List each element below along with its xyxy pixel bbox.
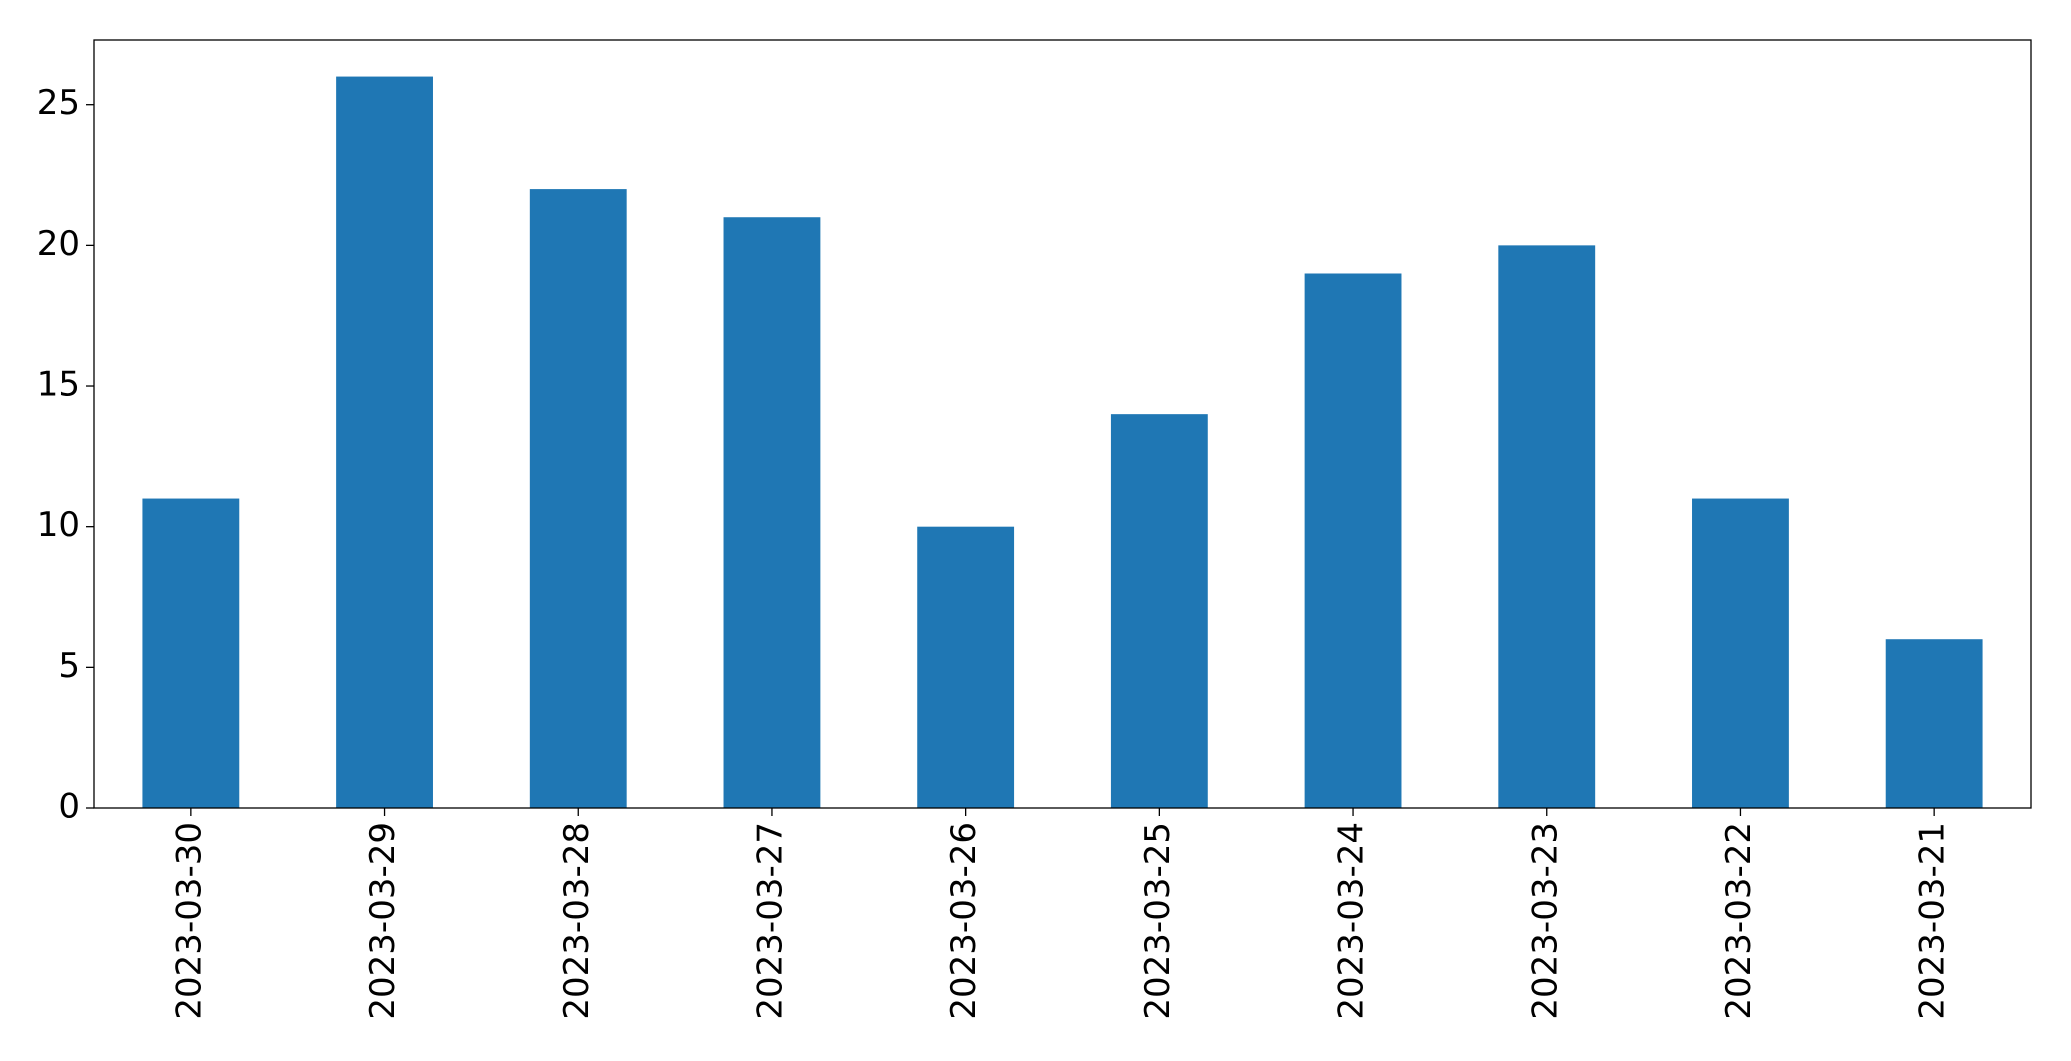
x-tick-label: 2023-03-23: [1525, 822, 1565, 1020]
bar: [1498, 245, 1596, 808]
x-tick-label: 2023-03-28: [557, 822, 597, 1020]
bar: [917, 526, 1015, 808]
x-tick-label: 2023-03-30: [169, 822, 209, 1020]
y-tick-label: 20: [37, 224, 80, 264]
bar: [1692, 498, 1789, 808]
x-tick-label: 2023-03-27: [750, 822, 790, 1020]
bar: [142, 498, 240, 808]
plot-frame: [93, 39, 2032, 809]
x-tick-label: 2023-03-24: [1332, 822, 1372, 1020]
bar: [1110, 414, 1208, 808]
y-tick-label: 25: [37, 83, 80, 123]
x-tick-label: 2023-03-21: [1913, 822, 1953, 1020]
x-tick-label: 2023-03-25: [1138, 822, 1178, 1020]
x-tick-label: 2023-03-29: [363, 822, 403, 1020]
y-tick-label: 15: [37, 365, 80, 405]
x-tick-label: 2023-03-22: [1719, 822, 1759, 1020]
bar: [529, 189, 627, 809]
bar: [1885, 639, 1983, 808]
bar: [1304, 273, 1402, 808]
x-tick-label: 2023-03-26: [944, 822, 984, 1020]
y-tick-label: 10: [37, 505, 80, 545]
y-tick-label: 5: [58, 646, 80, 686]
bar: [336, 76, 433, 809]
bar: [723, 217, 821, 808]
y-tick-label: 0: [58, 787, 80, 827]
